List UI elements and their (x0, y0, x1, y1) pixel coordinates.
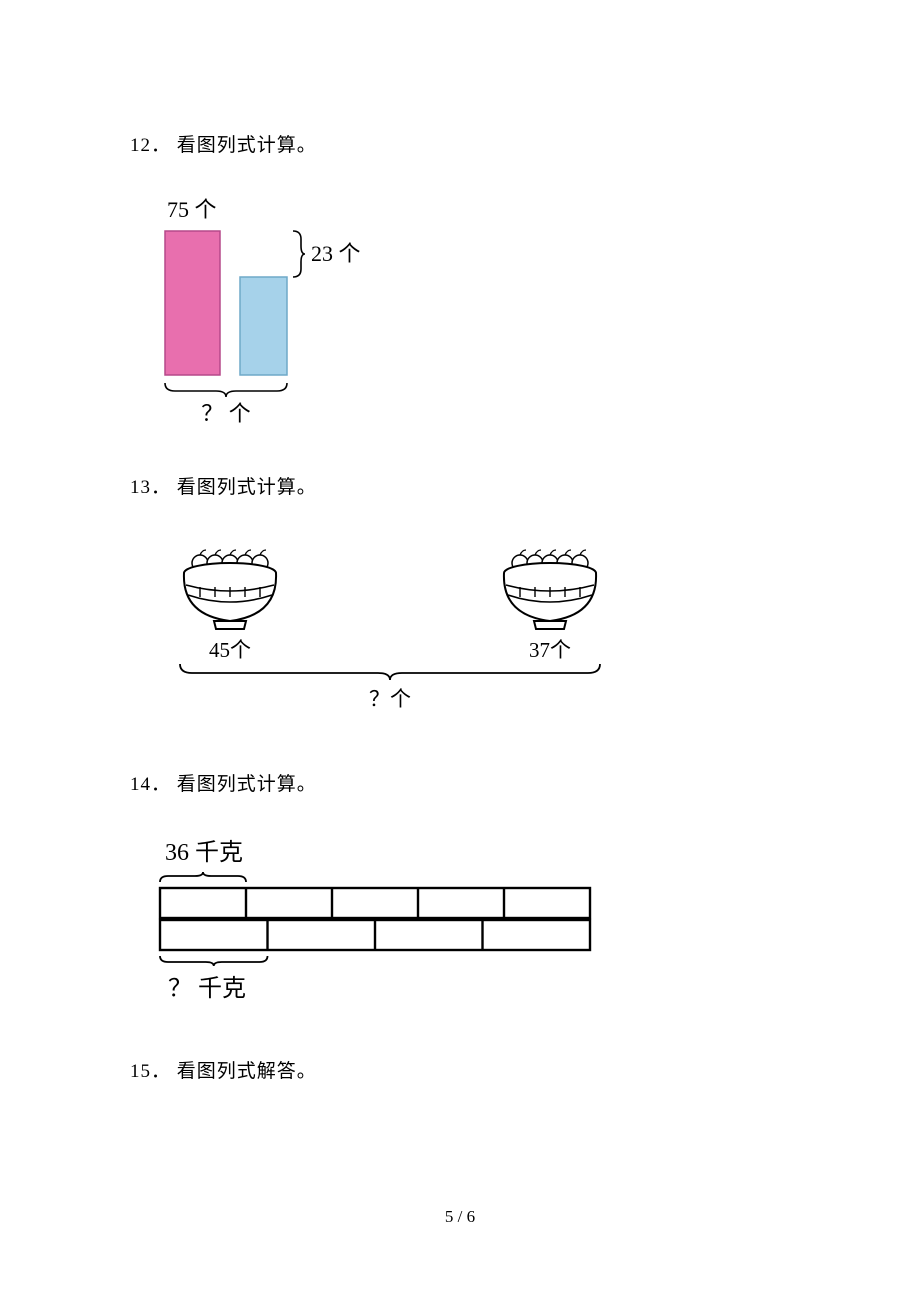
diagram-14: 36 千克 ？ 千克 (130, 826, 790, 1016)
question-13-number: 13． (130, 477, 171, 498)
page-sep: / (453, 1207, 466, 1226)
question-15: 15． 看图列式解答。 (130, 1056, 790, 1083)
question-12-text: 看图列式计算。 (177, 135, 317, 156)
question-13: 13． 看图列式计算。 (130, 472, 790, 499)
svg-text:75 个: 75 个 (167, 197, 217, 222)
question-15-text: 看图列式解答。 (177, 1061, 317, 1082)
svg-text:？ 个: ？ 个 (201, 401, 251, 426)
question-12-number: 12． (130, 135, 171, 156)
question-14: 14． 看图列式计算。 (130, 769, 790, 796)
svg-text:？个: ？个 (369, 687, 411, 711)
svg-text:23 个: 23 个 (311, 241, 361, 266)
question-14-text: 看图列式计算。 (177, 774, 317, 795)
page-footer: 5 / 6 (0, 1207, 920, 1227)
question-12: 12． 看图列式计算。 (130, 130, 790, 157)
svg-text:45个: 45个 (209, 638, 251, 662)
page-total: 6 (467, 1207, 476, 1226)
diagram-12: 75 个 23 个 ？ 个 (130, 187, 790, 432)
page-content: 12． 看图列式计算。 75 个 23 个 ？ 个 13． 看图列式计算。 45个 3… (0, 0, 920, 1083)
svg-text:36 千克: 36 千克 (165, 839, 243, 866)
question-15-number: 15． (130, 1061, 171, 1082)
svg-text:？ 千克: ？ 千克 (168, 975, 246, 1002)
svg-text:37个: 37个 (529, 638, 571, 662)
diagram-13: 45个 37个 ？个 (130, 529, 790, 729)
question-14-number: 14． (130, 774, 171, 795)
question-13-text: 看图列式计算。 (177, 477, 317, 498)
